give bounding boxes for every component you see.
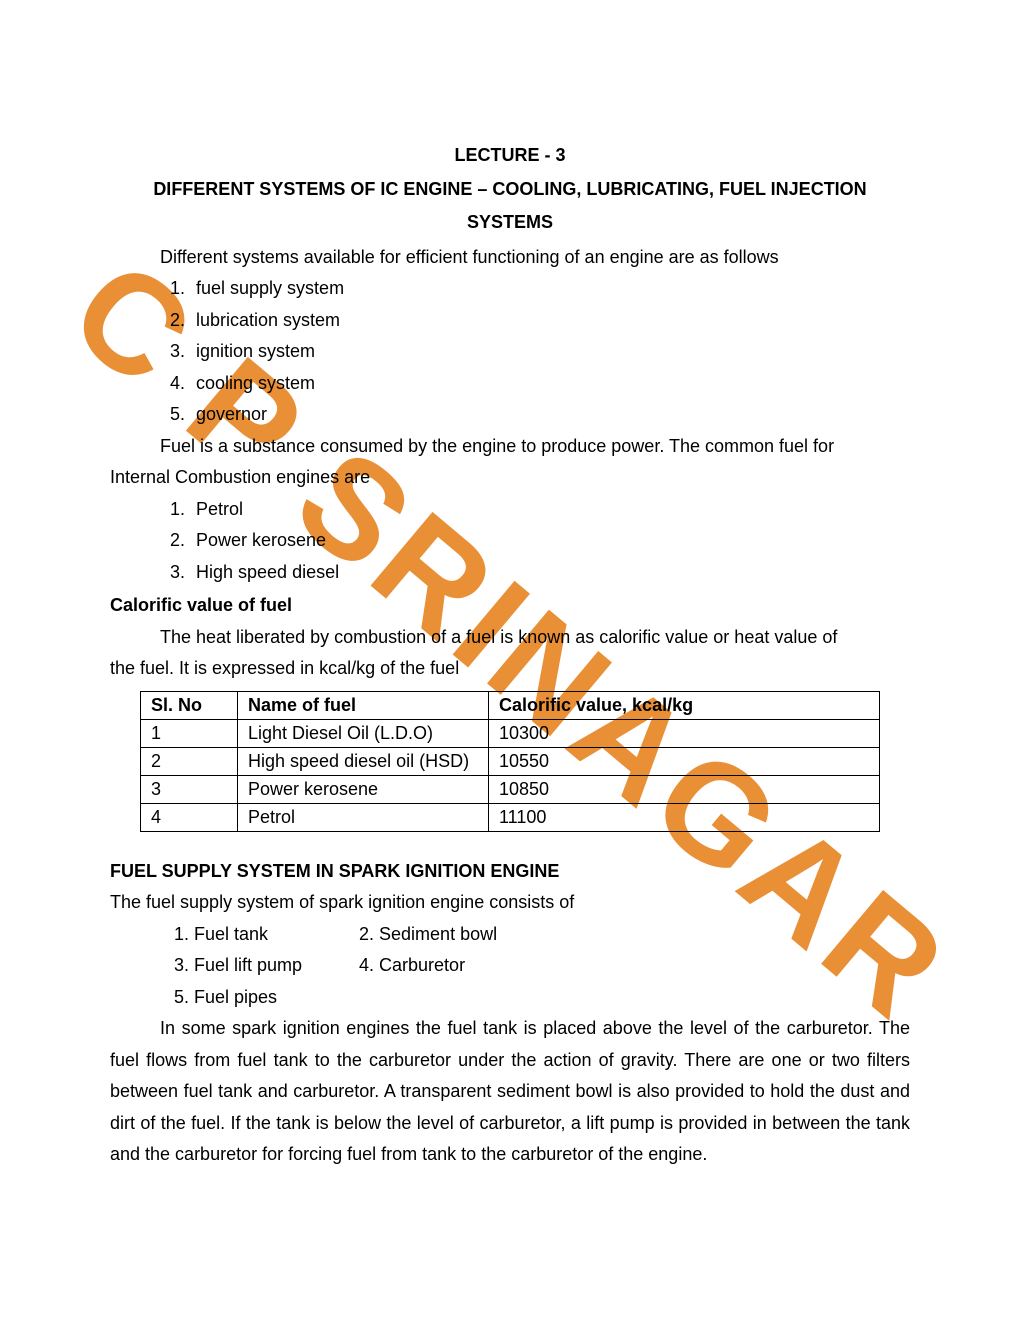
fuels-list: Petrol Power kerosene High speed diesel	[110, 494, 910, 589]
list-item: cooling system	[190, 368, 910, 400]
document-content: LECTURE - 3 DIFFERENT SYSTEMS OF IC ENGI…	[110, 140, 910, 1171]
calorific-paragraph-1: The heat liberated by combustion of a fu…	[110, 622, 910, 654]
fuel-paragraph-1: Fuel is a substance consumed by the engi…	[110, 431, 910, 463]
fss-intro: The fuel supply system of spark ignition…	[110, 887, 910, 919]
td-val: 10850	[489, 775, 880, 803]
fss-heading: FUEL SUPPLY SYSTEM IN SPARK IGNITION ENG…	[110, 856, 910, 888]
title-line-1: DIFFERENT SYSTEMS OF IC ENGINE – COOLING…	[110, 174, 910, 205]
td-name: High speed diesel oil (HSD)	[238, 747, 489, 775]
systems-list: fuel supply system lubrication system ig…	[110, 273, 910, 431]
list-item: Petrol	[190, 494, 910, 526]
list-item: ignition system	[190, 336, 910, 368]
td-sl: 1	[141, 719, 238, 747]
table-row: 2 High speed diesel oil (HSD) 10550	[141, 747, 880, 775]
td-sl: 2	[141, 747, 238, 775]
lecture-number: LECTURE - 3	[110, 140, 910, 171]
list-item: lubrication system	[190, 305, 910, 337]
list-item: governor	[190, 399, 910, 431]
td-sl: 3	[141, 775, 238, 803]
comp-4: 4. Carburetor	[359, 950, 539, 982]
calorific-heading: Calorific value of fuel	[110, 590, 910, 622]
comp-5: 5. Fuel pipes	[174, 982, 354, 1014]
calorific-paragraph-2: the fuel. It is expressed in kcal/kg of …	[110, 653, 910, 685]
calorific-table: Sl. No Name of fuel Calorific value, kca…	[140, 691, 880, 832]
td-name: Light Diesel Oil (L.D.O)	[238, 719, 489, 747]
td-sl: 4	[141, 803, 238, 831]
td-val: 11100	[489, 803, 880, 831]
th-sl: Sl. No	[141, 691, 238, 719]
comp-3: 3. Fuel lift pump	[174, 950, 354, 982]
th-val: Calorific value, kcal/kg	[489, 691, 880, 719]
list-item: High speed diesel	[190, 557, 910, 589]
list-item: fuel supply system	[190, 273, 910, 305]
fss-body: In some spark ignition engines the fuel …	[110, 1013, 910, 1171]
td-name: Petrol	[238, 803, 489, 831]
intro-text: Different systems available for efficien…	[110, 242, 910, 274]
fuel-paragraph-2: Internal Combustion engines are	[110, 462, 910, 494]
comp-1: 1. Fuel tank	[174, 919, 354, 951]
table-row: 3 Power kerosene 10850	[141, 775, 880, 803]
title-line-2: SYSTEMS	[110, 207, 910, 238]
td-val: 10300	[489, 719, 880, 747]
fss-components: 1. Fuel tank 2. Sediment bowl 3. Fuel li…	[110, 919, 910, 1014]
list-item: Power kerosene	[190, 525, 910, 557]
table-header-row: Sl. No Name of fuel Calorific value, kca…	[141, 691, 880, 719]
table-row: 4 Petrol 11100	[141, 803, 880, 831]
td-name: Power kerosene	[238, 775, 489, 803]
th-name: Name of fuel	[238, 691, 489, 719]
table-row: 1 Light Diesel Oil (L.D.O) 10300	[141, 719, 880, 747]
comp-2: 2. Sediment bowl	[359, 919, 539, 951]
td-val: 10550	[489, 747, 880, 775]
